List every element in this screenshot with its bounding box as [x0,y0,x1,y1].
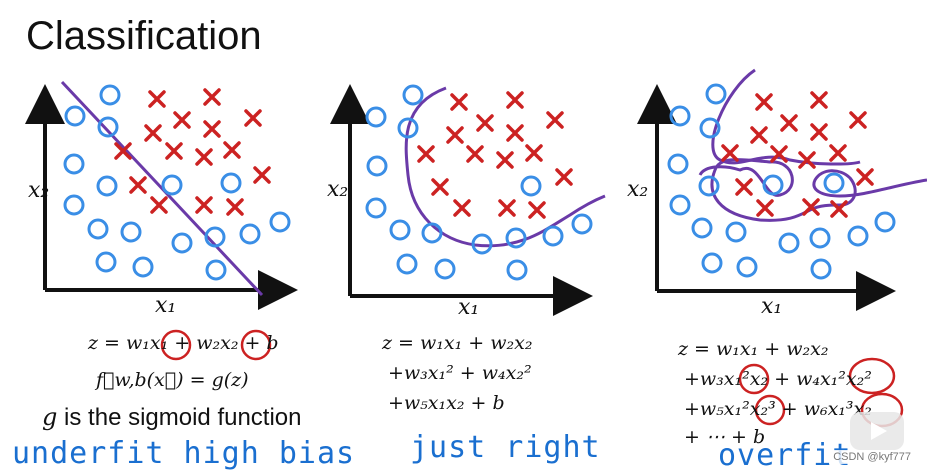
handwritten-overfit: overfit [718,438,852,473]
slide-title: Classification [26,14,262,58]
panel-just-right-boundary [404,86,606,248]
panel-underfit-crosses [114,88,271,216]
handwritten-underfit: underfit high bias [12,436,356,471]
panel-just-right-axes [330,84,593,316]
play-button[interactable] [850,412,904,450]
panel-overfit-boundary-wiggle [698,158,927,222]
panel-overfit-equation-3: +w₅x₁²x₂³ + w₆x₁³x₂ [684,398,872,420]
panel-overfit-boundary-top [711,68,861,166]
panel-overfit-y-label: x₂ [627,177,648,202]
panel-underfit-x-label: x₁ [155,293,176,318]
panel-just-right-y-label: x₂ [327,177,348,202]
panel-underfit-equation-1: z = w₁x₁ + w₂x₂ + b [88,332,279,354]
panel-just-right-equation-1: z = w₁x₁ + w₂x₂ [382,332,533,354]
panel-overfit-equation-1: z = w₁x₁ + w₂x₂ [678,338,829,360]
panel-overfit-axes [637,84,896,311]
handwritten-just-right: just right [410,430,601,465]
sigmoid-text: is the sigmoid function [64,404,302,431]
panel-just-right-x-label: x₁ [458,295,479,320]
panel-underfit-axes [24,84,298,310]
panel-overfit-crosses [721,91,874,218]
panel-just-right-equation-3: +w₅x₁x₂ + b [388,392,505,414]
panel-overfit-equation-4: + ⋯ + b [684,426,766,448]
panel-overfit-x-label: x₁ [761,294,782,319]
panel-underfit-y-label: x₂ [28,178,49,203]
panel-underfit-boundary [60,80,264,297]
panel-underfit-equation-2: f⃗w,b(x⃗) = g(z) [96,369,249,391]
panel-underfit-circles [63,84,291,281]
panel-overfit-circles [667,83,896,280]
panel-overfit-equation-2: +w₃x₁²x₂ + w₄x₁²x₂² [684,368,872,390]
sigmoid-note: g is the sigmoid function [42,403,302,432]
panel-just-right-equation-2: +w₃x₁² + w₄x₂² [388,362,532,384]
panel-just-right-circles [365,84,593,281]
watermark: CSDN @kyf777 [829,450,915,464]
sigmoid-var: g [42,403,58,431]
panel-just-right-crosses [417,91,573,219]
